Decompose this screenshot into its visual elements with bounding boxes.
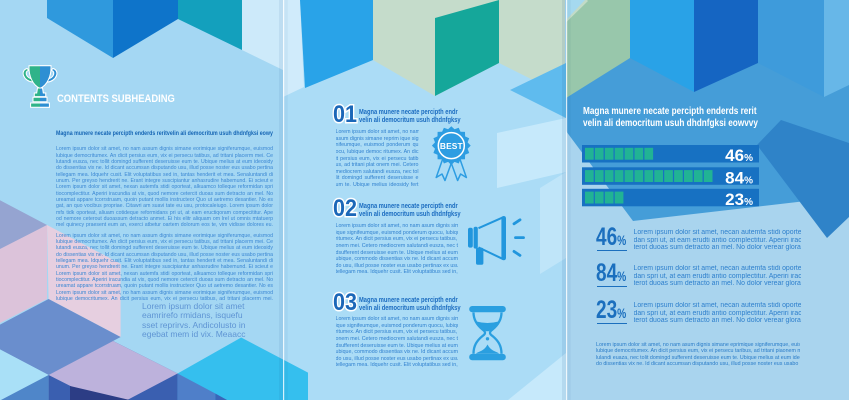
svg-text:BEST: BEST: [440, 141, 464, 151]
